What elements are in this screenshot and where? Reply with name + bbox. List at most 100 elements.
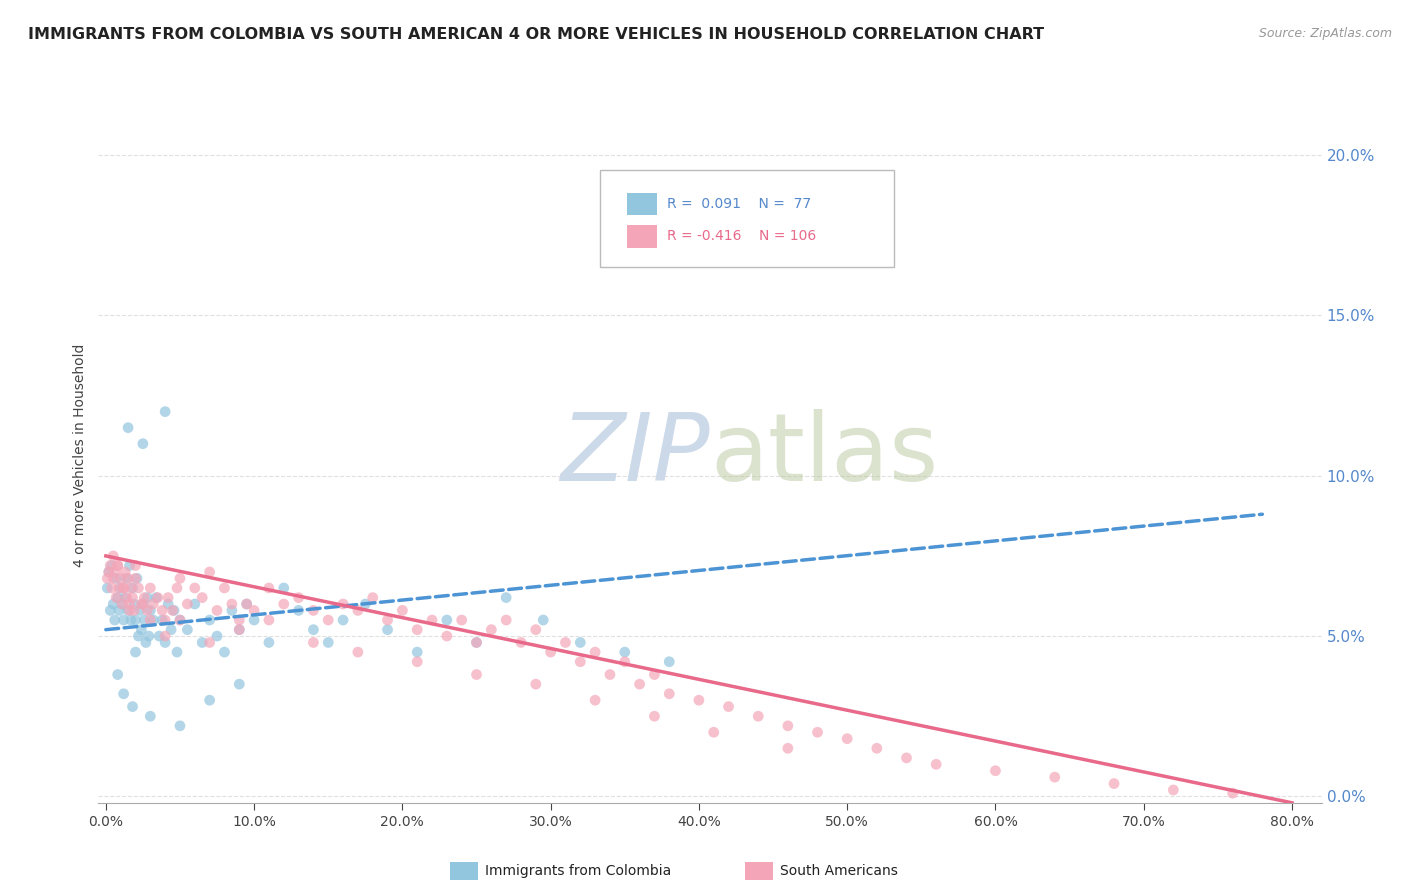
Point bbox=[302, 635, 325, 649]
Point bbox=[347, 603, 370, 617]
Point bbox=[347, 645, 370, 659]
Point bbox=[104, 613, 127, 627]
Point bbox=[131, 623, 153, 637]
Point bbox=[120, 581, 142, 595]
Point bbox=[1222, 786, 1244, 800]
Point bbox=[776, 719, 799, 733]
Point bbox=[139, 581, 162, 595]
Point bbox=[104, 565, 127, 579]
Point bbox=[391, 603, 413, 617]
Point bbox=[583, 645, 606, 659]
Point bbox=[103, 549, 125, 563]
Point bbox=[96, 581, 118, 595]
Point bbox=[124, 571, 146, 585]
FancyBboxPatch shape bbox=[600, 169, 893, 267]
Point bbox=[112, 581, 135, 595]
Point bbox=[406, 655, 429, 669]
Point bbox=[115, 591, 138, 605]
Point bbox=[103, 571, 125, 585]
Point bbox=[169, 719, 191, 733]
Point bbox=[776, 741, 799, 756]
Point bbox=[198, 635, 221, 649]
Point bbox=[111, 597, 134, 611]
Point bbox=[583, 693, 606, 707]
Text: IMMIGRANTS FROM COLOMBIA VS SOUTH AMERICAN 4 OR MORE VEHICLES IN HOUSEHOLD CORRE: IMMIGRANTS FROM COLOMBIA VS SOUTH AMERIC… bbox=[28, 27, 1045, 42]
Point bbox=[837, 731, 859, 746]
Point bbox=[465, 635, 488, 649]
Y-axis label: 4 or more Vehicles in Household: 4 or more Vehicles in Household bbox=[73, 343, 87, 566]
Point bbox=[103, 597, 125, 611]
Point bbox=[354, 597, 377, 611]
Point bbox=[191, 635, 214, 649]
Point bbox=[406, 645, 429, 659]
Bar bbox=[627, 226, 658, 248]
Point bbox=[114, 565, 136, 579]
Point bbox=[142, 613, 165, 627]
Point bbox=[124, 558, 146, 573]
Point bbox=[121, 581, 143, 595]
Point bbox=[124, 613, 146, 627]
Point bbox=[176, 597, 198, 611]
Point bbox=[112, 687, 135, 701]
Bar bbox=[627, 193, 658, 215]
Point bbox=[747, 709, 769, 723]
Point bbox=[361, 591, 384, 605]
Point bbox=[332, 613, 354, 627]
Text: R = -0.416    N = 106: R = -0.416 N = 106 bbox=[668, 229, 817, 244]
Point bbox=[925, 757, 948, 772]
Point bbox=[153, 613, 176, 627]
Point bbox=[198, 693, 221, 707]
Point bbox=[896, 751, 918, 765]
Point bbox=[257, 613, 280, 627]
Point bbox=[658, 655, 681, 669]
Point bbox=[184, 581, 207, 595]
Point bbox=[127, 629, 149, 643]
Point bbox=[145, 591, 167, 605]
Point bbox=[107, 667, 129, 681]
Point bbox=[107, 558, 129, 573]
Point bbox=[184, 597, 207, 611]
Point bbox=[1043, 770, 1066, 784]
Point bbox=[531, 613, 554, 627]
Point bbox=[108, 603, 131, 617]
Point bbox=[107, 591, 129, 605]
Point bbox=[125, 571, 148, 585]
Text: ZIP: ZIP bbox=[561, 409, 710, 500]
Point bbox=[465, 667, 488, 681]
Point bbox=[114, 591, 136, 605]
Point bbox=[643, 709, 665, 723]
Point bbox=[287, 603, 309, 617]
Point bbox=[569, 635, 592, 649]
Point bbox=[118, 597, 141, 611]
Point bbox=[406, 623, 429, 637]
Point bbox=[150, 613, 173, 627]
Point bbox=[436, 613, 458, 627]
Point bbox=[124, 645, 146, 659]
Point bbox=[495, 591, 517, 605]
Point bbox=[142, 597, 165, 611]
Point bbox=[984, 764, 1007, 778]
Point bbox=[510, 635, 533, 649]
Point bbox=[221, 597, 243, 611]
Point bbox=[214, 581, 236, 595]
Point bbox=[243, 603, 266, 617]
Point bbox=[613, 655, 636, 669]
Point bbox=[166, 645, 188, 659]
Point bbox=[117, 571, 139, 585]
Point bbox=[169, 571, 191, 585]
Point bbox=[332, 597, 354, 611]
Point bbox=[243, 613, 266, 627]
Point bbox=[162, 603, 184, 617]
Point bbox=[628, 677, 651, 691]
Point bbox=[235, 597, 257, 611]
Point bbox=[138, 629, 160, 643]
Point bbox=[121, 591, 143, 605]
Point bbox=[302, 623, 325, 637]
Point bbox=[111, 597, 134, 611]
Point bbox=[110, 571, 132, 585]
Point bbox=[599, 667, 621, 681]
Point bbox=[146, 591, 169, 605]
Point bbox=[198, 565, 221, 579]
Point bbox=[643, 667, 665, 681]
Point bbox=[377, 613, 399, 627]
